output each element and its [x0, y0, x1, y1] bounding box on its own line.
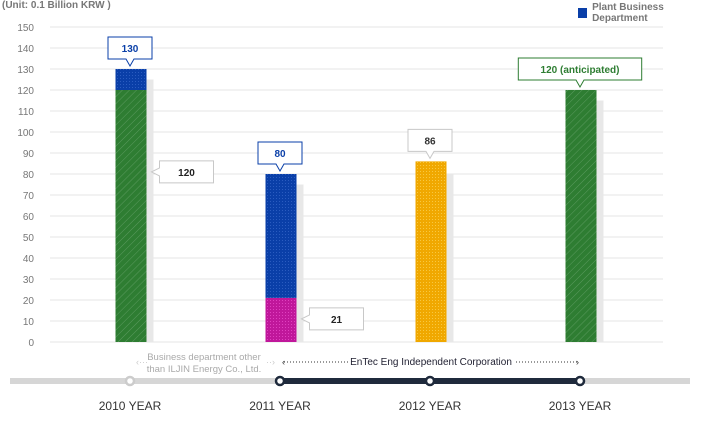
- x-tick-label: 2012 YEAR: [399, 399, 462, 413]
- callout-label: 130: [122, 44, 139, 55]
- timeline-node: [424, 375, 436, 387]
- y-tick-label: 140: [17, 44, 34, 55]
- y-tick-label: 70: [23, 191, 35, 202]
- y-tick-label: 100: [17, 128, 34, 139]
- arrow-left-icon: ‹···: [136, 357, 148, 367]
- callout-box: [517, 57, 643, 89]
- bar-segment: [565, 90, 597, 342]
- callout: 120: [150, 160, 214, 184]
- y-tick-label: 150: [17, 23, 34, 34]
- timeline-node: [124, 375, 136, 387]
- period-label-before: Business department other: [147, 352, 261, 363]
- bar-segment: [265, 297, 297, 342]
- period-label-independent: EnTec Eng Independent Corporation: [350, 357, 512, 368]
- y-tick-label: 90: [23, 149, 35, 160]
- callout: 21: [300, 307, 364, 331]
- y-tick-label: 60: [23, 212, 35, 223]
- y-tick-label: 0: [28, 338, 34, 349]
- callout-label: 120 (anticipated): [541, 65, 620, 76]
- arrow-right-icon: ··›: [266, 357, 275, 367]
- y-tick-label: 120: [17, 86, 34, 97]
- bar-segment: [115, 90, 147, 342]
- legend-label-plant: Plant Business Department: [592, 2, 664, 24]
- callout-label: 21: [331, 315, 343, 326]
- legend-swatch-plant: [578, 8, 588, 18]
- callout: 80: [257, 141, 303, 173]
- arrow-right-icon: ›: [576, 357, 579, 367]
- bar-segment: [265, 174, 297, 298]
- callout-label: 120: [178, 168, 195, 179]
- callout-box: [407, 128, 453, 160]
- y-tick-label: 10: [23, 317, 35, 328]
- y-tick-label: 20: [23, 296, 35, 307]
- callout: 120 (anticipated): [517, 57, 643, 89]
- callout-label: 80: [274, 149, 286, 160]
- bar-segment: [415, 161, 447, 342]
- timeline-node: [274, 375, 286, 387]
- callout-box: [107, 36, 153, 68]
- callout-label: 86: [424, 136, 436, 147]
- y-tick-label: 30: [23, 275, 35, 286]
- y-tick-label: 130: [17, 65, 34, 76]
- callout: 86: [407, 128, 453, 160]
- x-tick-label: 2011 YEAR: [249, 399, 311, 413]
- y-tick-label: 40: [23, 254, 35, 265]
- legend: Plant Business Department: [578, 2, 710, 24]
- callout: 130: [107, 36, 153, 68]
- timeline-node: [574, 375, 586, 387]
- callout-box: [150, 160, 214, 184]
- arrow-left-icon: ‹: [282, 357, 285, 367]
- callout-box: [257, 141, 303, 173]
- y-tick-label: 50: [23, 233, 35, 244]
- bar-segment: [115, 69, 147, 90]
- x-tick-label: 2010 YEAR: [99, 399, 162, 413]
- period-label-before: than ILJIN Energy Co., Ltd.: [147, 364, 262, 375]
- callout-box: [300, 307, 364, 331]
- y-tick-label: 80: [23, 170, 35, 181]
- x-tick-label: 2013 YEAR: [549, 399, 612, 413]
- y-tick-label: 110: [18, 107, 34, 118]
- unit-label: (Unit: 0.1 Billion KRW ): [2, 0, 111, 11]
